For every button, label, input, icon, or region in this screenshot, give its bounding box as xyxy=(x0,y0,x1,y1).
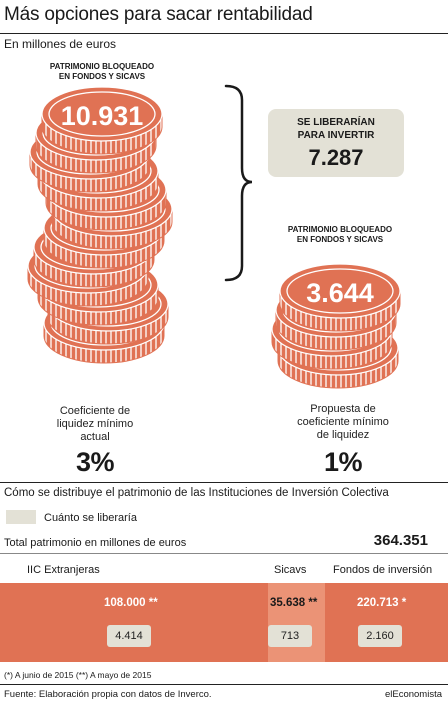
section-divider xyxy=(0,482,448,483)
coin-stacks-chart: 10.931 3.644 xyxy=(27,84,401,389)
bracket-icon xyxy=(224,84,253,282)
release-label: SE LIBERARÍAN PARA INVERTIR xyxy=(297,117,375,141)
total-label: Total patrimonio en millones de euros xyxy=(4,537,187,549)
brand: elEconomista xyxy=(384,689,442,700)
right-coin-1 xyxy=(279,263,401,332)
page-title: Más opciones para sacar rentabilidad xyxy=(4,4,313,25)
title-divider xyxy=(0,33,448,34)
left-coin-value: 10.931 xyxy=(61,101,144,131)
sicavs-released: 713 xyxy=(268,625,312,647)
footer-divider xyxy=(0,684,448,685)
footnote: (*) A junio de 2015 (**) A mayo de 2015 xyxy=(4,670,152,680)
left-coin-1 xyxy=(41,86,163,155)
left-coefficient: 3% xyxy=(75,447,115,477)
iic-value: 108.000 ** xyxy=(104,597,158,609)
distribution-title: Cómo se distribuye el patrimonio de las … xyxy=(4,487,389,499)
left-coin-label: PATRIMONIO BLOQUEADO EN FONDOS Y SICAVS xyxy=(49,62,155,81)
right-coefficient: 1% xyxy=(323,447,363,477)
column-head-fondos: Fondos de inversión xyxy=(333,564,433,576)
total-value: 364.351 xyxy=(373,532,428,549)
fondos-released: 2.160 xyxy=(358,625,402,647)
right-coin-stack xyxy=(271,263,401,389)
iic-released: 4.414 xyxy=(107,625,151,647)
sicavs-value: 35.638 ** xyxy=(270,597,318,609)
column-head-iic: IIC Extranjeras xyxy=(27,564,100,576)
right-coin-value: 3.644 xyxy=(306,278,374,308)
left-coin-stack xyxy=(27,86,173,364)
legend-swatch xyxy=(6,510,36,524)
page-subtitle: En millones de euros xyxy=(4,37,117,51)
release-value: 7.287 xyxy=(308,145,364,170)
right-coin-caption: Propuesta de coeficiente mínimo de liqui… xyxy=(297,403,389,441)
distribution-band xyxy=(0,583,448,662)
total-divider xyxy=(0,553,448,554)
left-coin-caption: Coeficiente de liquidez mínimo actual xyxy=(56,405,134,443)
legend-label: Cuánto se liberaría xyxy=(44,512,137,524)
sicav-band xyxy=(268,583,325,662)
fondos-value: 220.713 * xyxy=(357,597,407,609)
release-box xyxy=(268,109,404,177)
right-coin-label: PATRIMONIO BLOQUEADO EN FONDOS Y SICAVS xyxy=(287,225,393,244)
column-head-sicavs: Sicavs xyxy=(274,564,307,576)
source: Fuente: Elaboración propia con datos de … xyxy=(4,689,212,700)
